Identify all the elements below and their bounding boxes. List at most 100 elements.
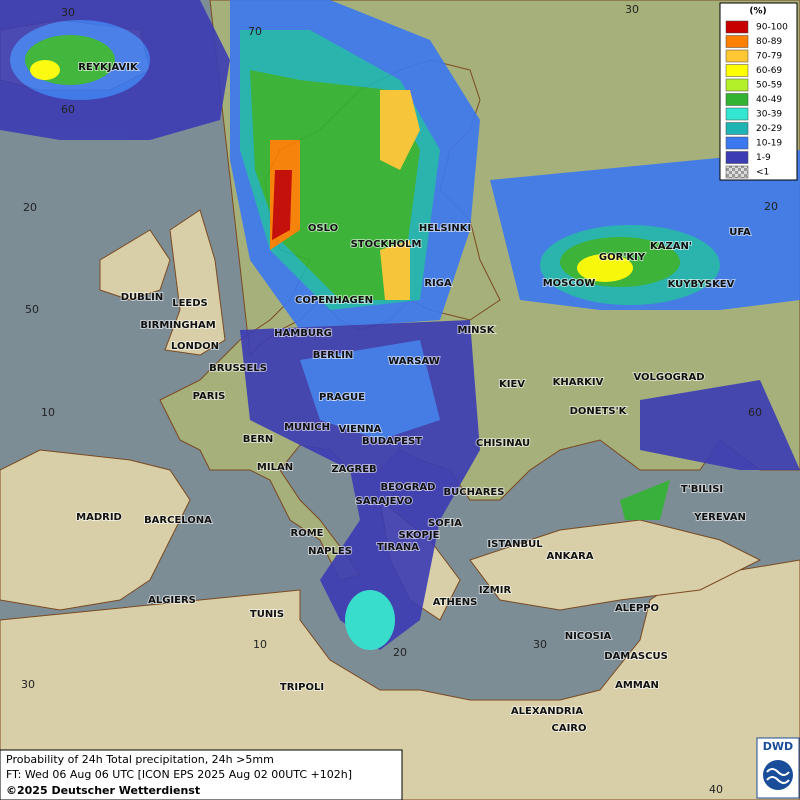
legend-swatch	[725, 165, 749, 179]
legend-swatch	[725, 35, 749, 48]
city-label: LEEDS	[172, 298, 208, 309]
grid-label: 60	[748, 406, 762, 419]
legend-swatch	[725, 49, 749, 63]
city-label: PARIS	[193, 391, 226, 402]
city-label: CAIRO	[552, 723, 587, 734]
legend-title: (%)	[749, 7, 766, 17]
legend-label: 60-69	[756, 66, 782, 76]
city-label: WARSAW	[388, 356, 440, 367]
city-label: VIENNA	[339, 424, 382, 435]
city-label: BRUSSELS	[209, 363, 267, 374]
city-label: ZAGREB	[331, 464, 376, 475]
city-label: GOR'KIY	[599, 252, 646, 263]
city-label: YEREVAN	[693, 512, 746, 523]
legend-swatch	[725, 93, 749, 106]
legend-swatch	[725, 151, 749, 164]
city-label: DONETS'K	[570, 406, 628, 417]
legend-swatch	[725, 136, 749, 150]
grid-label: 30	[533, 638, 547, 651]
legend-label: 40-49	[756, 95, 782, 105]
city-label: BUCHARES	[444, 487, 505, 498]
city-label: DAMASCUS	[604, 651, 668, 662]
city-label: ALEXANDRIA	[511, 706, 583, 717]
legend-swatch	[725, 64, 749, 77]
footer-title: Probability of 24h Total precipitation, …	[6, 753, 274, 766]
city-label: T'BILISI	[681, 484, 723, 495]
city-label: KAZAN'	[650, 241, 692, 252]
city-label: IZMIR	[479, 585, 512, 596]
legend-label: 20-29	[756, 124, 782, 134]
city-label: BUDAPEST	[362, 436, 422, 447]
city-label: MOSCOW	[543, 278, 596, 289]
footer-forecast: FT: Wed 06 Aug 06 UTC [ICON EPS 2025 Aug…	[6, 768, 352, 781]
city-label: ATHENS	[433, 597, 478, 608]
legend-swatch	[725, 20, 749, 34]
logo-waves	[766, 768, 790, 784]
city-label: MINSK	[458, 325, 496, 336]
city-label: MILAN	[257, 462, 293, 473]
city-label: NICOSIA	[565, 631, 612, 642]
city-label: LONDON	[171, 341, 219, 352]
city-label: PRAGUE	[319, 392, 365, 403]
footer-copyright: ©2025 Deutscher Wetterdienst	[6, 784, 200, 797]
city-label: KIEV	[499, 379, 525, 390]
grid-label: 20	[393, 646, 407, 659]
city-label: HAMBURG	[274, 328, 332, 339]
city-label: ANKARA	[546, 551, 593, 562]
city-label: KUYBYSKEV	[668, 279, 735, 290]
city-label: BIRMINGHAM	[140, 320, 215, 331]
city-label: ALEPPO	[615, 603, 659, 614]
grid-label: 60	[61, 103, 75, 116]
city-label: BERN	[243, 434, 274, 445]
legend-label: <1	[756, 168, 769, 178]
grid-label: 20	[764, 200, 778, 213]
city-label: KHARKIV	[553, 377, 604, 388]
city-label: TIRANA	[377, 542, 419, 553]
grid-label: 30	[61, 6, 75, 19]
grid-label: 30	[21, 678, 35, 691]
logo-emblem	[763, 760, 793, 790]
legend-swatch	[725, 78, 749, 92]
city-label: CHISINAU	[476, 438, 530, 449]
city-label: VOLGOGRAD	[633, 372, 704, 383]
city-label: SARAJEVO	[356, 496, 413, 507]
city-label: HELSINKI	[419, 223, 471, 234]
city-label: MUNICH	[284, 422, 330, 433]
city-label: TUNIS	[250, 609, 284, 620]
grid-label: 70	[248, 25, 262, 38]
city-label: BEOGRAD	[381, 482, 436, 493]
legend-label: 1-9	[756, 153, 771, 163]
logo: DWD	[763, 740, 793, 753]
legend-label: 80-89	[756, 37, 782, 47]
city-label: REYKJAVIK	[78, 62, 139, 73]
footer-box	[0, 749, 403, 800]
grid-label: 20	[23, 201, 37, 214]
legend-label: 10-19	[756, 139, 782, 149]
grid-label: 50	[25, 303, 39, 316]
city-label: ROME	[291, 528, 324, 539]
legend-swatch	[725, 122, 749, 135]
city-label: ISTANBUL	[487, 539, 543, 550]
city-label: BARCELONA	[144, 515, 212, 526]
city-label: SOFIA	[428, 518, 462, 529]
legend-label: 30-39	[756, 110, 782, 120]
city-label: OSLO	[308, 223, 338, 234]
legend-swatch	[725, 107, 749, 121]
precip-field	[0, 0, 800, 650]
legend-label: 50-59	[756, 81, 782, 91]
city-label: NAPLES	[308, 546, 352, 557]
grid-label: 30	[625, 3, 639, 16]
legend-label: 90-100	[756, 23, 788, 33]
grid-label: 10	[41, 406, 55, 419]
city-label: DUBLIN	[121, 292, 164, 303]
legend-label: 70-79	[756, 52, 782, 62]
city-label: TRIPOLI	[280, 682, 324, 693]
city-label: BERLIN	[313, 350, 354, 361]
city-label: UFA	[729, 227, 751, 238]
city-label: RIGA	[424, 278, 452, 289]
city-label: MADRID	[76, 512, 122, 523]
city-label: SKOPJE	[399, 530, 440, 541]
grid-label: 10	[253, 638, 267, 651]
grid-label: 40	[709, 783, 723, 796]
